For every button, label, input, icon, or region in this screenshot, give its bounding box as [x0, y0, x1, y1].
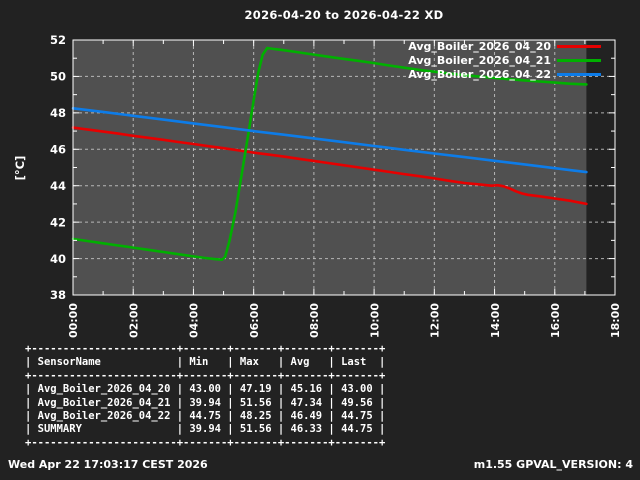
table-border-row: +-----------------------+-------+-------… — [25, 343, 386, 355]
y-axis-tick-label: 42 — [50, 215, 66, 229]
x-axis-tick-label: 08:00 — [308, 303, 321, 338]
series-line-avg_boiler_2026_04_20 — [71, 126, 588, 206]
summary-table: +-----------------------+-------+-------… — [25, 343, 385, 450]
x-axis-tick-label: 04:00 — [188, 303, 201, 338]
y-axis-title: [°C] — [13, 156, 27, 181]
legend-label: Avg_Boiler_2026_04_20 — [408, 40, 551, 53]
x-axis-tick-label: 18:00 — [609, 303, 622, 338]
version-footer: m1.55 GPVAL_VERSION: 4 — [473, 458, 633, 471]
chart-title: 2026-04-20 to 2026-04-22 XD — [244, 8, 444, 22]
y-axis-tick-label: 52 — [50, 33, 66, 47]
series-line-avg_boiler_2026_04_22 — [71, 107, 588, 174]
y-axis-tick-label: 48 — [50, 106, 66, 120]
x-axis-tick-label: 16:00 — [549, 303, 562, 338]
x-axis-tick-label: 06:00 — [248, 303, 261, 338]
x-axis-tick-label: 14:00 — [489, 303, 502, 338]
y-axis-tick-label: 46 — [50, 142, 66, 156]
table-row: | Avg_Boiler_2026_04_22 | 44.75 | 48.25 … — [25, 410, 386, 423]
y-axis-tick-label: 38 — [50, 288, 66, 302]
table-border-row: +-----------------------+-------+-------… — [25, 436, 386, 449]
table-row: | Avg_Boiler_2026_04_21 | 39.94 | 51.56 … — [25, 396, 386, 409]
table-border-row: +-----------------------+-------+-------… — [25, 369, 386, 382]
series-line-avg_boiler_2026_04_21 — [71, 46, 588, 262]
y-axis-tick-label: 44 — [50, 179, 66, 193]
x-axis-tick-label: 12:00 — [429, 303, 442, 338]
x-axis-tick-label: 02:00 — [127, 303, 140, 338]
x-axis-tick-label: 00:00 — [67, 303, 80, 338]
x-axis-tick-label: 10:00 — [368, 303, 381, 338]
y-axis-tick-label: 40 — [50, 252, 66, 266]
temperature-line-chart: Avg_Boiler_2026_04_20Avg_Boiler_2026_04_… — [13, 33, 622, 338]
table-header-row: | SensorName | Min | Max | Avg | Last | — [25, 356, 386, 369]
timestamp-footer: Wed Apr 22 17:03:17 CEST 2026 — [8, 458, 208, 471]
table-row: | Avg_Boiler_2026_04_20 | 43.00 | 47.19 … — [25, 383, 386, 396]
legend-label: Avg_Boiler_2026_04_22 — [408, 68, 551, 81]
table-row: | SUMMARY | 39.94 | 51.56 | 46.33 | 44.7… — [25, 423, 386, 436]
y-axis-tick-label: 50 — [50, 70, 66, 84]
legend-label: Avg_Boiler_2026_04_21 — [408, 54, 551, 67]
